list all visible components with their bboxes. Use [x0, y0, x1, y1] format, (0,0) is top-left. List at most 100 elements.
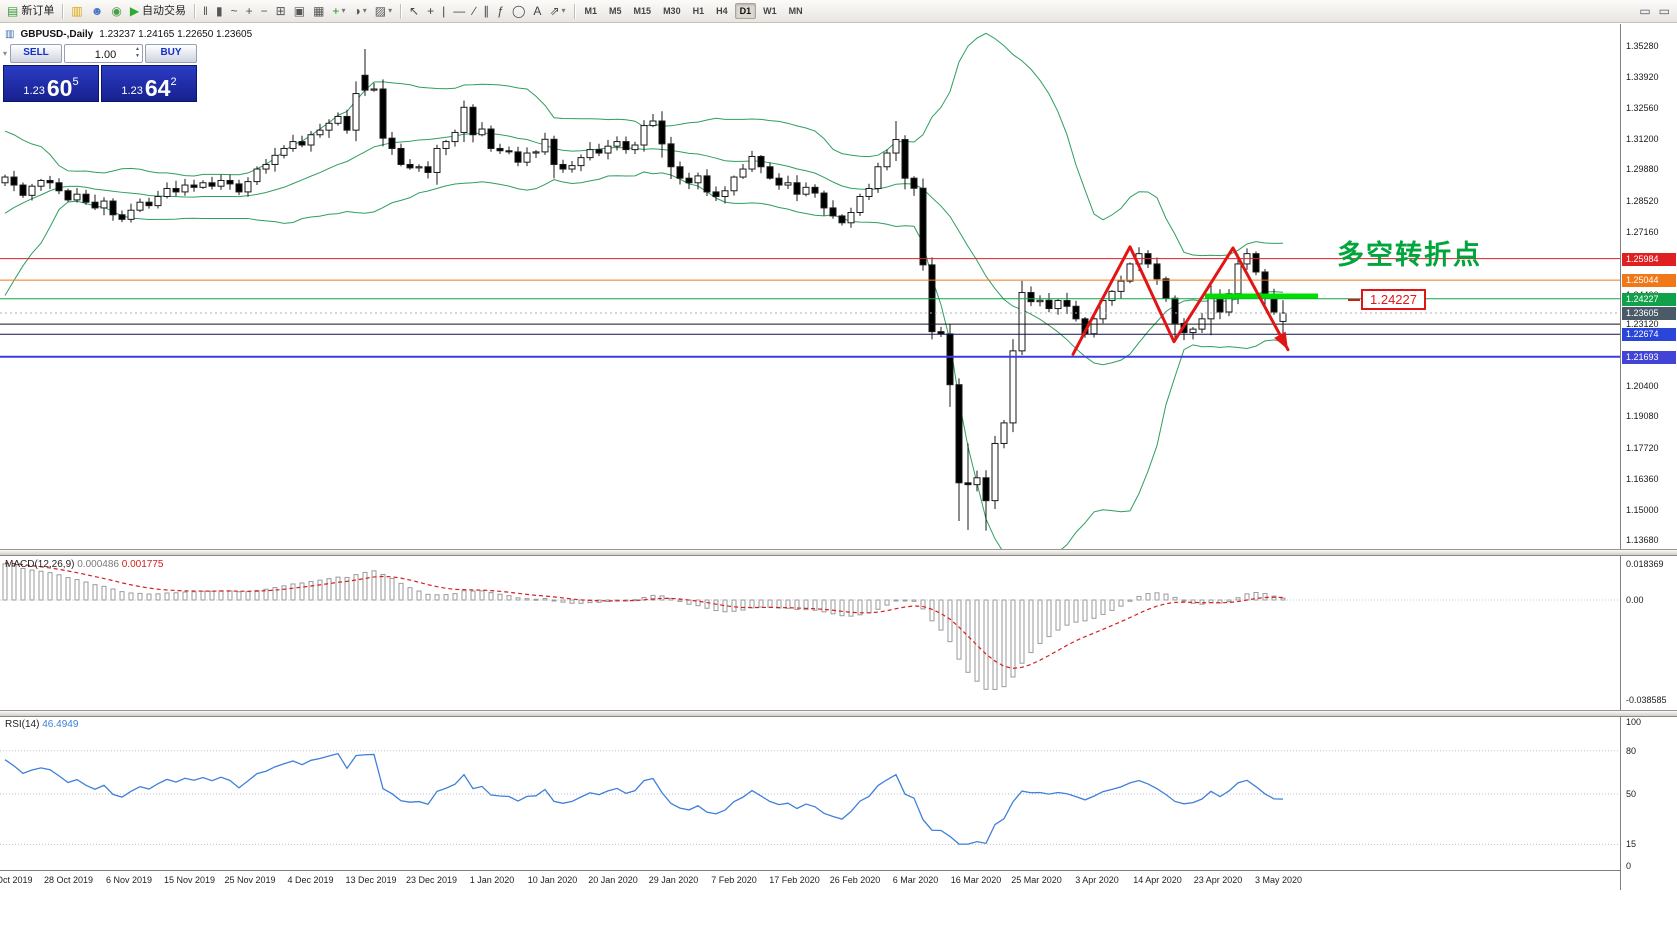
sell-button[interactable]: SELL	[10, 44, 63, 63]
macd-histogram-bar	[866, 599, 872, 614]
cascade-windows-button[interactable]: ▦	[310, 2, 327, 20]
price-scale[interactable]: 1.35280 1.33920 1.32560 1.31200 1.29880 1.285…	[1620, 24, 1677, 890]
highlight-line-segment[interactable]	[1205, 293, 1318, 299]
macd-histogram-bar	[1262, 593, 1268, 601]
macd-histogram-bar	[821, 599, 827, 613]
lot-spinner[interactable]: ▲ ▼	[135, 46, 140, 60]
macd-histogram-bar	[1100, 599, 1106, 615]
timeframe-w1[interactable]: W1	[763, 6, 777, 16]
zoom-out-button[interactable]: −	[258, 2, 271, 20]
trendline-button[interactable]: ∕	[470, 2, 478, 20]
price-callout-label[interactable]: 1.24227	[1361, 289, 1426, 310]
market-watch-button[interactable]: ▥	[68, 2, 85, 20]
macd-histogram-bar	[785, 599, 791, 609]
zigzag-annotation[interactable]	[1071, 245, 1290, 356]
macd-histogram-bar	[704, 599, 710, 609]
horizontal-line-button[interactable]: —	[450, 2, 468, 20]
candle-body	[847, 211, 855, 224]
candle-body	[1099, 300, 1107, 320]
spinner-up-icon[interactable]: ▲	[135, 46, 140, 52]
candle-body	[1144, 253, 1152, 265]
candle-body	[253, 168, 261, 183]
annotation-note-text[interactable]: 多空转折点	[1337, 240, 1482, 270]
macd-histogram-bar	[326, 578, 332, 601]
date-label: 3 Apr 2020	[1075, 875, 1119, 885]
grid-button[interactable]: ⊞	[273, 2, 289, 20]
chevron-down-icon[interactable]: ▾	[362, 6, 367, 15]
candle-body	[208, 182, 216, 187]
arrows-button[interactable]: ⇗ ▾	[546, 2, 568, 20]
spinner-down-icon[interactable]: ▼	[135, 53, 140, 59]
candle-body	[901, 139, 909, 179]
macd-histogram-bar	[281, 585, 287, 601]
date-label: 6 Mar 2020	[892, 875, 939, 885]
lot-size-input[interactable]	[65, 45, 146, 65]
timeframe-mn[interactable]: MN	[788, 6, 803, 16]
candle-body	[325, 122, 333, 131]
timeframe-h4[interactable]: H4	[716, 6, 728, 16]
fibonacci-button[interactable]: ƒ	[494, 2, 507, 20]
vertical-line-button[interactable]: |	[439, 2, 448, 20]
lot-size-field[interactable]: ▲▼	[64, 44, 146, 65]
tile-windows-button[interactable]: ▣	[291, 2, 308, 20]
sell-price-button[interactable]: 1.23 60 5	[3, 65, 99, 102]
scale-label: 1.29880	[1626, 164, 1659, 175]
macd-histogram-bar	[353, 574, 359, 601]
periods-button[interactable]: ◑ ▾	[350, 2, 369, 20]
candle-body	[1045, 299, 1053, 310]
new-order-button[interactable]: ▤ 新订单	[4, 2, 57, 20]
buy-price-button[interactable]: 1.23 64 2	[101, 65, 197, 102]
chevron-down-icon[interactable]: ▾	[561, 6, 566, 15]
panel-separator-rsi[interactable]	[0, 710, 1677, 717]
templates-button[interactable]: ▨ ▾	[372, 2, 395, 20]
macd-histogram-bar	[542, 598, 548, 601]
candlestick-chart-button[interactable]: ▮	[213, 2, 226, 20]
bollinger-band	[4, 132, 1284, 366]
add-indicator-button[interactable]: + ▾	[329, 2, 348, 20]
chevron-down-icon[interactable]: ▾	[341, 6, 346, 15]
timeframe-m30[interactable]: M30	[663, 6, 681, 16]
one-click-collapse-icon[interactable]: ▾	[3, 49, 8, 58]
timeframe-m15[interactable]: M15	[633, 6, 652, 16]
profile-button[interactable]: ☻	[88, 2, 107, 20]
community-button[interactable]: ◉	[108, 2, 124, 20]
panel-separator-macd[interactable]	[0, 549, 1677, 556]
macd-histogram-bar	[236, 591, 242, 601]
macd-histogram-bar	[569, 599, 575, 604]
candle-body	[694, 175, 702, 184]
macd-layer	[0, 562, 1620, 690]
buy-button[interactable]: BUY	[145, 44, 197, 63]
timeframe-h1[interactable]: H1	[692, 6, 705, 16]
timeframe-m5[interactable]: M5	[609, 6, 622, 16]
time-axis[interactable]: 23 Oct 2019 28 Oct 2019 6 Nov 2019 15 Nov 2…	[0, 870, 1620, 891]
candle-body	[721, 190, 729, 197]
timeframe-m1[interactable]: M1	[584, 6, 598, 16]
candle-body	[1, 176, 9, 184]
auto-trading-button[interactable]: ▶ 自动交易	[127, 2, 189, 20]
channel-button[interactable]: ∥	[480, 2, 492, 20]
macd-histogram-bar	[794, 599, 800, 610]
chart-window-button-1[interactable]: ▭	[1636, 2, 1653, 20]
cursor-button[interactable]: ↖	[406, 2, 422, 20]
chart-window-button-2[interactable]: ▭	[1656, 2, 1673, 20]
macd-histogram-bar	[560, 599, 566, 603]
crosshair-button[interactable]: +	[424, 2, 437, 20]
text-label-button[interactable]: A	[530, 2, 544, 20]
toolbar-separator	[400, 3, 402, 19]
macd-histogram-bar	[1235, 597, 1241, 601]
community-icon: ◉	[111, 4, 122, 18]
shapes-button[interactable]: ◯	[509, 2, 528, 20]
candle-body	[1027, 292, 1035, 303]
macd-histogram-bar	[263, 588, 269, 601]
macd-histogram-bar	[605, 599, 611, 602]
macd-histogram-bar	[407, 587, 413, 601]
candle-body	[937, 331, 945, 335]
timeframe-d1[interactable]: D1	[734, 3, 757, 19]
macd-histogram-bar	[839, 599, 845, 617]
chevron-down-icon[interactable]: ▾	[388, 6, 393, 15]
crosshair-icon: +	[427, 4, 435, 18]
line-chart-button[interactable]: ~	[228, 2, 241, 20]
bars-chart-button[interactable]: ‖	[200, 2, 211, 20]
date-label: 23 Oct 2019	[0, 875, 33, 885]
zoom-in-button[interactable]: +	[243, 2, 256, 20]
